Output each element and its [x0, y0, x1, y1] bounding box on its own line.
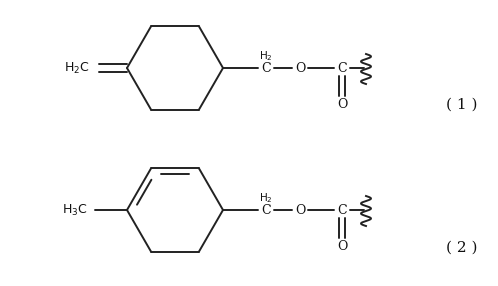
Text: $\mathrm{H_2}$: $\mathrm{H_2}$ [259, 49, 273, 63]
Text: ( 1 ): ( 1 ) [446, 98, 478, 112]
Text: C: C [261, 204, 271, 217]
Text: C: C [337, 61, 347, 74]
Text: O: O [295, 204, 305, 217]
Text: $\mathrm{H_2C}$: $\mathrm{H_2C}$ [64, 60, 90, 76]
Text: $\mathrm{H_3C}$: $\mathrm{H_3C}$ [62, 202, 88, 218]
Text: O: O [337, 239, 347, 253]
Text: $\mathrm{H_2}$: $\mathrm{H_2}$ [259, 191, 273, 205]
Text: C: C [261, 61, 271, 74]
Text: O: O [337, 98, 347, 110]
Text: C: C [337, 204, 347, 217]
Text: O: O [295, 61, 305, 74]
Text: ( 2 ): ( 2 ) [446, 241, 478, 255]
